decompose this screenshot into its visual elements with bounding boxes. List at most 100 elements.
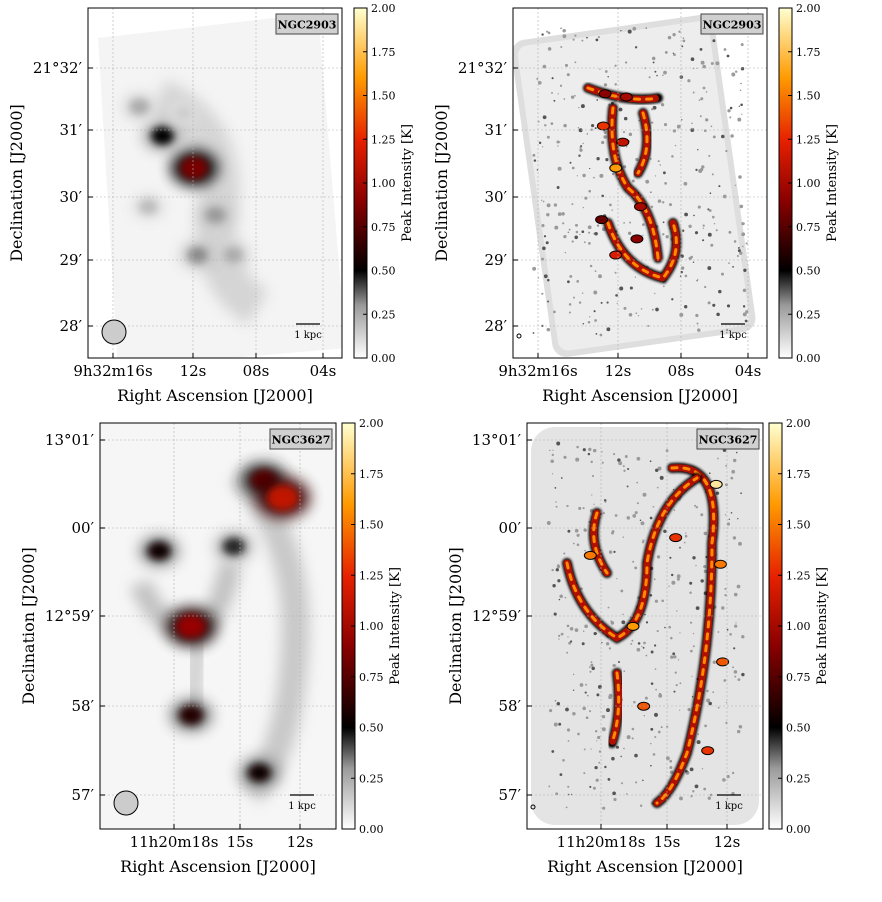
noise-dot: [599, 68, 601, 70]
noise-dot: [670, 655, 674, 659]
noise-dot: [672, 33, 676, 37]
noise-dot: [631, 639, 634, 642]
noise-dot: [578, 106, 580, 109]
noise-dot: [688, 224, 692, 228]
noise-dot: [647, 324, 650, 327]
colorbar-tick-label: 1.25: [786, 569, 811, 582]
noise-dot: [729, 632, 732, 636]
noise-dot: [649, 157, 652, 160]
noise-dot: [733, 647, 736, 650]
noise-dot: [611, 172, 615, 176]
y-tick-label: 21°32′: [458, 59, 508, 77]
y-axis-label: Declination [J2000]: [446, 547, 465, 705]
noise-dot: [694, 231, 699, 235]
noise-dot: [707, 266, 712, 271]
co-clump: [716, 657, 730, 667]
noise-dot: [622, 613, 624, 616]
noise-dot: [575, 230, 579, 234]
x-axis-label: Right Ascension [J2000]: [542, 386, 738, 405]
noise-dot: [717, 706, 720, 709]
x-tick-label: 12s: [605, 362, 632, 380]
co-blob: [130, 99, 149, 115]
noise-dot: [585, 716, 589, 720]
noise-dot: [602, 806, 606, 810]
noise-dot: [540, 199, 543, 201]
noise-dot: [653, 578, 656, 581]
noise-dot: [566, 651, 569, 654]
y-tick-label: 00′: [499, 519, 522, 537]
noise-dot: [597, 36, 600, 39]
colorbar-tick-label: 1.25: [359, 569, 384, 582]
noise-dot: [591, 124, 595, 128]
colorbar-tick-label: 0.00: [359, 823, 384, 836]
noise-dot: [555, 501, 557, 503]
beam-ellipse: [101, 319, 127, 345]
y-axis-label: Declination [J2000]: [19, 547, 38, 705]
colorbar-tick-label: 1.75: [786, 468, 811, 481]
noise-dot: [697, 328, 701, 332]
noise-dot: [705, 91, 708, 93]
panel-title: NGC2903: [703, 19, 762, 32]
noise-dot: [629, 286, 633, 290]
noise-dot: [591, 494, 593, 496]
colorbar-tick-label: 2.00: [371, 2, 396, 15]
co-clump: [669, 533, 683, 543]
diffuse-arm-west: [229, 463, 310, 803]
colorbar-tick-label: 1.50: [796, 90, 821, 103]
noise-dot: [626, 735, 631, 740]
noise-dot: [673, 690, 676, 693]
noise-dot: [596, 224, 600, 227]
noise-dot: [623, 222, 625, 224]
noise-dot: [656, 630, 659, 633]
noise-dot: [717, 457, 719, 460]
noise-dot: [589, 316, 591, 318]
co-blob: [267, 485, 299, 511]
noise-dot: [713, 223, 716, 225]
noise-dot: [620, 755, 622, 758]
noise-dot: [681, 45, 684, 48]
co-clump: [713, 559, 727, 569]
noise-dot: [696, 740, 701, 745]
noise-dot: [604, 501, 607, 503]
noise-dot: [644, 696, 648, 700]
noise-dot: [609, 203, 612, 207]
noise-dot: [533, 159, 537, 162]
noise-dot: [645, 179, 650, 184]
noise-dot: [578, 301, 582, 304]
noise-dot: [701, 768, 704, 770]
noise-dot: [572, 38, 575, 41]
noise-dot: [549, 709, 553, 713]
noise-dot: [559, 773, 563, 776]
y-tick-label: 12°59′: [45, 607, 95, 625]
colorbar-tick-label: 0.75: [371, 221, 396, 234]
x-axis-label: Right Ascension [J2000]: [547, 857, 743, 876]
colorbar-tick-label: 0.50: [786, 722, 811, 735]
noise-dot: [667, 35, 672, 40]
noise-dot: [741, 222, 745, 226]
image-layer: [98, 13, 342, 358]
noise-dot: [724, 593, 727, 597]
noise-dot: [669, 770, 674, 774]
noise-dot: [652, 753, 656, 756]
noise-dot: [632, 26, 637, 31]
noise-dot: [671, 155, 674, 158]
noise-dot: [721, 272, 724, 276]
noise-dot: [680, 266, 685, 270]
noise-dot: [708, 154, 711, 157]
co-blob: [179, 705, 204, 725]
noise-dot: [613, 797, 617, 802]
noise-dot: [692, 632, 695, 635]
noise-dot: [590, 748, 592, 750]
noise-dot: [668, 625, 671, 629]
noise-dot: [641, 645, 643, 648]
noise-dot: [703, 569, 708, 574]
noise-dot: [614, 664, 617, 667]
noise-dot: [542, 115, 547, 120]
noise-dot: [623, 306, 627, 310]
noise-dot: [699, 48, 703, 51]
noise-dot: [570, 95, 575, 99]
noise-dot: [705, 118, 709, 122]
noise-dot: [623, 469, 626, 472]
x-tick-label: 04s: [310, 362, 337, 380]
